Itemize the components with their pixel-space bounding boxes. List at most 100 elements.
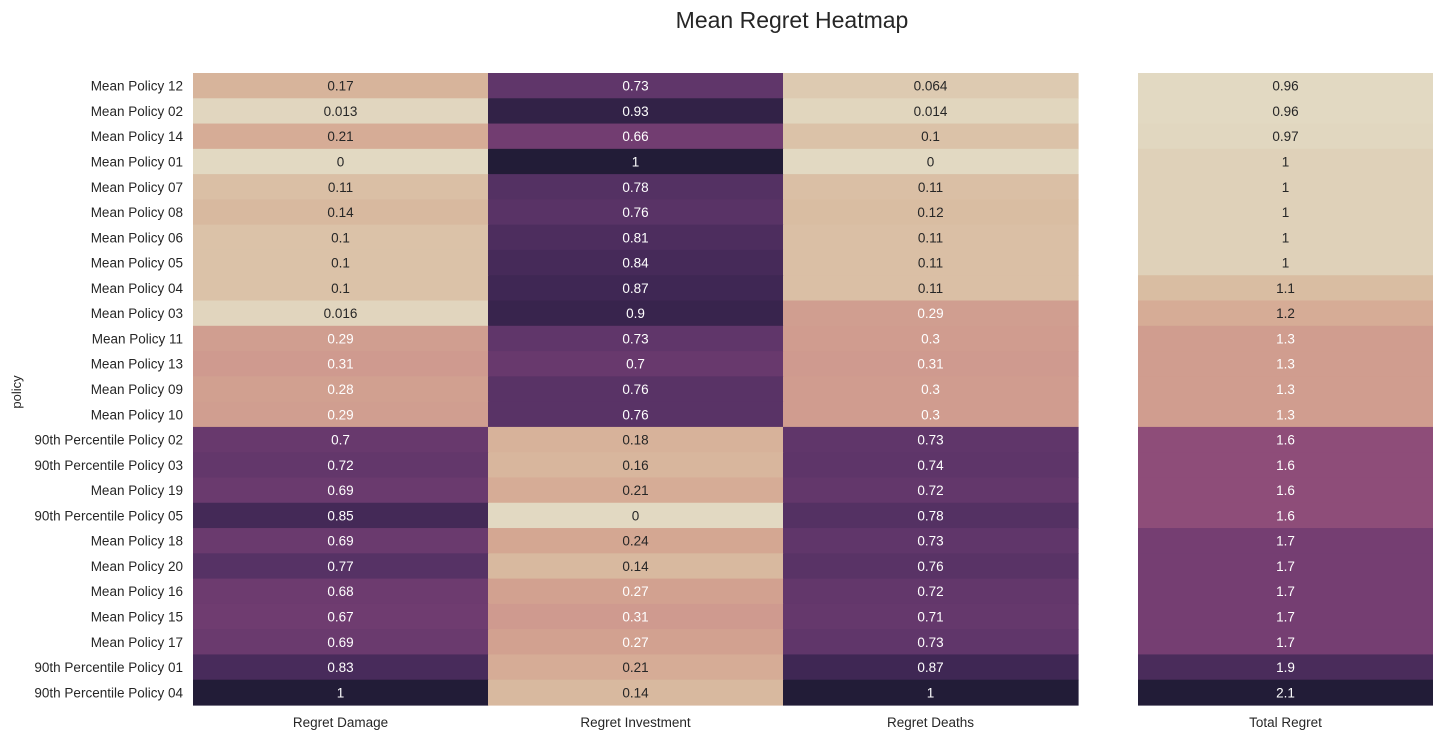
heatmap-cell bbox=[783, 98, 1079, 125]
row-label: Mean Policy 08 bbox=[91, 205, 183, 220]
total-regret-cell bbox=[1138, 325, 1433, 352]
total-value-label: 1 bbox=[1282, 230, 1290, 245]
total-regret-cell bbox=[1138, 275, 1433, 302]
cell-value-label: 0.27 bbox=[622, 584, 648, 599]
total-value-label: 1.2 bbox=[1276, 306, 1295, 321]
heatmap-cell bbox=[488, 477, 784, 504]
heatmap-cell bbox=[193, 174, 489, 200]
heatmap-cell bbox=[488, 553, 784, 580]
cell-value-label: 0.11 bbox=[918, 230, 943, 245]
cell-value-label: 0.21 bbox=[622, 483, 648, 498]
total-regret-cell bbox=[1138, 174, 1433, 200]
heatmap-cell bbox=[783, 249, 1079, 276]
cell-value-label: 0.67 bbox=[327, 610, 353, 625]
heatmap-cell bbox=[488, 275, 784, 302]
cell-value-label: 0.1 bbox=[331, 256, 350, 271]
row-label: 90th Percentile Policy 03 bbox=[34, 458, 183, 473]
total-value-label: 1.6 bbox=[1276, 508, 1295, 523]
row-label: Mean Policy 14 bbox=[91, 129, 184, 144]
cell-value-label: 0.69 bbox=[327, 534, 353, 549]
cell-value-label: 0.72 bbox=[917, 584, 943, 599]
heatmap-cell bbox=[783, 325, 1079, 352]
heatmap-cell bbox=[783, 401, 1079, 428]
total-regret-heatmap: 0.96 0.96 0.97 1 1 1 1 1 1.1 1.2 1.3 1.3 1.3 1.3 1.6 1.… bbox=[1138, 73, 1433, 706]
row-labels: Mean Policy 12 Mean Policy 02 Mean Policy … bbox=[34, 79, 183, 701]
heatmap-cell bbox=[193, 502, 489, 529]
total-regret-cell bbox=[1138, 73, 1433, 99]
heatmap-cell bbox=[193, 401, 489, 428]
total-value-label: 1 bbox=[1282, 256, 1290, 271]
cell-value-label: 0.78 bbox=[622, 180, 648, 195]
cell-value-label: 0.66 bbox=[622, 129, 648, 144]
heatmap-cell bbox=[193, 249, 489, 276]
cell-value-label: 0.77 bbox=[327, 559, 353, 574]
cell-value-label: 0.31 bbox=[622, 610, 648, 625]
cell-value-label: 0.73 bbox=[917, 635, 943, 650]
heatmap-cell bbox=[193, 603, 489, 630]
heatmap-cell bbox=[193, 477, 489, 504]
cell-value-label: 0.83 bbox=[327, 660, 353, 675]
cell-value-label: 0.76 bbox=[917, 559, 943, 574]
total-value-label: 1 bbox=[1282, 154, 1290, 169]
heatmap-cell bbox=[193, 148, 489, 175]
total-value-label: 0.96 bbox=[1272, 104, 1298, 119]
heatmap-cell bbox=[488, 452, 784, 479]
cell-value-label: 0.3 bbox=[921, 407, 940, 422]
heatmap-cell bbox=[488, 73, 784, 99]
cell-value-label: 0.11 bbox=[918, 281, 943, 296]
row-label: Mean Policy 19 bbox=[91, 483, 183, 498]
cell-value-label: 0.12 bbox=[917, 205, 943, 220]
cell-value-label: 0.84 bbox=[622, 256, 649, 271]
cell-value-label: 0.3 bbox=[921, 382, 940, 397]
heatmap-cell bbox=[488, 654, 784, 681]
row-label: 90th Percentile Policy 04 bbox=[34, 685, 183, 700]
row-label: Mean Policy 06 bbox=[91, 230, 183, 245]
heatmap-cell bbox=[193, 275, 489, 302]
heatmap-cell bbox=[193, 578, 489, 605]
total-value-label: 1.3 bbox=[1276, 382, 1295, 397]
cell-value-label: 0.1 bbox=[331, 230, 350, 245]
total-value-label: 1.7 bbox=[1276, 610, 1295, 625]
heatmap-cell bbox=[488, 502, 784, 529]
row-label: Mean Policy 03 bbox=[91, 306, 183, 321]
heatmap-cell bbox=[488, 603, 784, 630]
row-label: Mean Policy 15 bbox=[91, 610, 183, 625]
cell-value-label: 0.71 bbox=[917, 610, 943, 625]
row-label: Mean Policy 04 bbox=[91, 281, 184, 296]
heatmap-cell bbox=[488, 199, 784, 226]
cell-value-label: 1 bbox=[337, 685, 345, 700]
row-label: 90th Percentile Policy 05 bbox=[34, 508, 183, 523]
cell-value-label: 0.76 bbox=[622, 407, 648, 422]
total-value-label: 1.9 bbox=[1276, 660, 1295, 675]
row-label: Mean Policy 12 bbox=[91, 79, 183, 94]
cell-value-label: 0.78 bbox=[917, 508, 943, 523]
heatmap-cell bbox=[783, 679, 1079, 706]
total-value-label: 1.1 bbox=[1276, 281, 1295, 296]
main-heatmap: 0.17 0.73 0.064 0.013 0.93 0.014 0.21 0.66 0.1 0 1… bbox=[193, 73, 1079, 706]
cell-value-label: 0.69 bbox=[327, 635, 353, 650]
total-value-label: 0.96 bbox=[1272, 79, 1298, 94]
cell-value-label: 0.69 bbox=[327, 483, 353, 498]
row-label: Mean Policy 07 bbox=[91, 180, 183, 195]
heatmap-cell bbox=[193, 98, 489, 125]
total-value-label: 1 bbox=[1282, 205, 1290, 220]
heatmap-cell bbox=[783, 603, 1079, 630]
heatmap-cell bbox=[193, 679, 489, 706]
cell-value-label: 0 bbox=[337, 154, 345, 169]
row-label: 90th Percentile Policy 01 bbox=[34, 660, 183, 675]
total-value-label: 1.7 bbox=[1276, 584, 1295, 599]
heatmap-cell bbox=[488, 325, 784, 352]
cell-value-label: 0.11 bbox=[328, 180, 353, 195]
heatmap-cell bbox=[193, 376, 489, 403]
cell-value-label: 0.11 bbox=[918, 180, 943, 195]
total-value-label: 1.7 bbox=[1276, 534, 1295, 549]
cell-value-label: 0.11 bbox=[918, 256, 943, 271]
heatmap-cell bbox=[783, 148, 1079, 175]
row-label: Mean Policy 18 bbox=[91, 534, 183, 549]
row-label: Mean Policy 11 bbox=[92, 331, 183, 346]
total-value-label: 1.3 bbox=[1276, 407, 1295, 422]
total-regret-cell bbox=[1138, 351, 1433, 377]
heatmap-cell bbox=[783, 477, 1079, 504]
heatmap-cell bbox=[488, 528, 784, 554]
total-value-label: 1.3 bbox=[1276, 357, 1295, 372]
